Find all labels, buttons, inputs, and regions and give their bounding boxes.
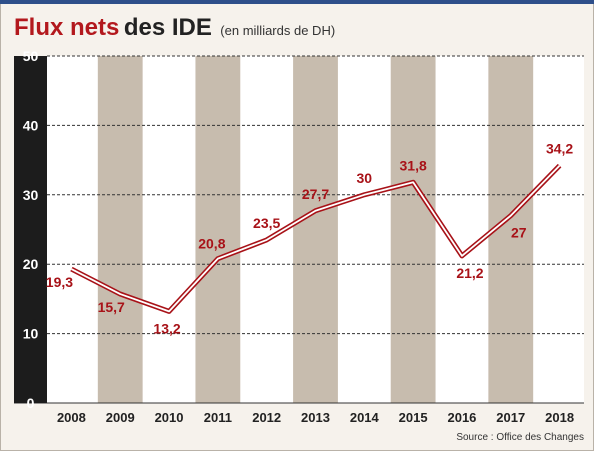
y-tick-40: 40	[23, 117, 39, 133]
x-tick-2010: 2010	[155, 410, 184, 425]
data-label-2010: 13,2	[153, 320, 180, 336]
y-tick-10: 10	[23, 326, 39, 342]
y-tick-30: 30	[23, 187, 39, 203]
chart-subtitle: (en milliards de DH)	[220, 23, 336, 38]
data-label-2018: 34,2	[546, 141, 573, 157]
stripe-2013	[293, 56, 338, 403]
data-label-2017: 27	[511, 225, 527, 241]
source-note: Source : Office des Changes	[456, 432, 584, 443]
data-label-2016: 21,2	[456, 265, 483, 281]
title-part2: des IDE	[123, 14, 212, 41]
data-label-2012: 23,5	[253, 215, 280, 231]
chart-title: Flux nets des IDE (en milliards de DH)	[14, 14, 335, 42]
stripe-2011	[195, 56, 241, 403]
title-part1: Flux nets	[14, 14, 120, 41]
data-label-2015: 31,8	[400, 157, 427, 173]
x-tick-2016: 2016	[447, 410, 476, 425]
x-tick-2011: 2011	[204, 410, 232, 425]
y-tick-50: 50	[23, 48, 39, 64]
x-tick-2009: 2009	[106, 410, 135, 425]
y-tick-20: 20	[23, 256, 39, 272]
data-label-2009: 15,7	[98, 299, 125, 315]
data-label-2013: 27,7	[302, 186, 329, 202]
y-tick-0: 0	[27, 395, 35, 411]
top-accent-bar	[0, 0, 594, 4]
data-label-2008: 19,3	[46, 274, 73, 290]
y-axis-bar	[14, 56, 47, 403]
x-tick-2014: 2014	[350, 410, 380, 425]
x-tick-2008: 2008	[57, 410, 86, 425]
x-tick-2015: 2015	[399, 410, 428, 425]
stripe-2009	[97, 56, 143, 403]
data-label-2014: 30	[357, 170, 373, 186]
x-tick-2018: 2018	[545, 410, 574, 425]
data-label-2011: 20,8	[198, 236, 225, 252]
stripe-2015	[390, 56, 436, 403]
x-tick-2017: 2017	[496, 410, 525, 425]
x-tick-2013: 2013	[301, 410, 330, 425]
series-line-inner	[70, 165, 561, 313]
x-tick-2012: 2012	[252, 410, 281, 425]
